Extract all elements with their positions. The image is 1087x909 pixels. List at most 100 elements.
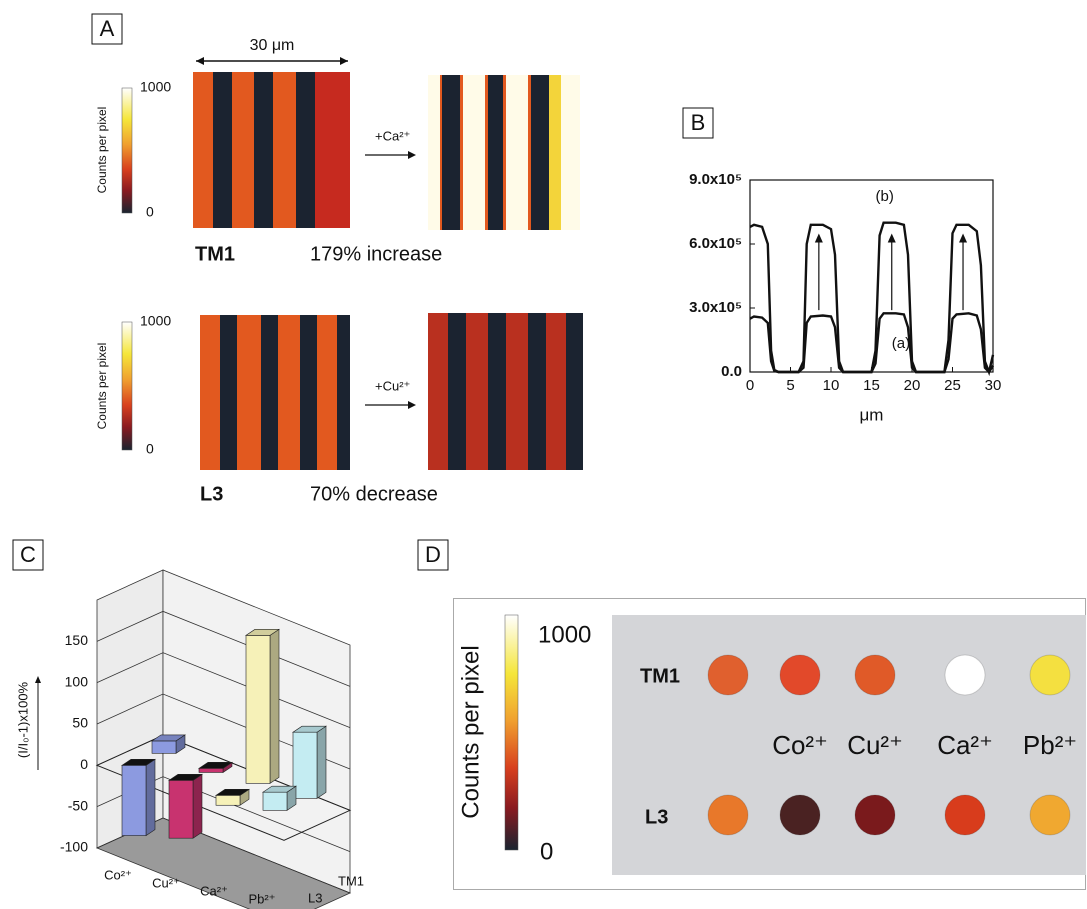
image-stripe bbox=[463, 75, 485, 230]
sample-spot bbox=[780, 795, 820, 835]
image-stripe bbox=[278, 315, 300, 470]
image-stripe bbox=[232, 72, 254, 228]
y-tick-label: -50 bbox=[68, 797, 88, 813]
panel-label: C bbox=[20, 542, 36, 567]
bar bbox=[216, 795, 240, 805]
reaction-label: +Cu²⁺ bbox=[375, 378, 410, 393]
change-arrow-head bbox=[815, 233, 823, 242]
image-stripe bbox=[485, 75, 488, 230]
image-stripe bbox=[273, 72, 296, 228]
bar bbox=[246, 635, 270, 783]
image-stripe bbox=[200, 315, 220, 470]
plot-frame bbox=[750, 180, 993, 372]
page: { "panel_a": { "label": "A", "scale_bar"… bbox=[0, 0, 1087, 909]
panel-label: B bbox=[691, 110, 706, 135]
y-tick-label: 6.0x10⁵ bbox=[689, 235, 742, 252]
panel-label: A bbox=[100, 16, 115, 41]
data-line bbox=[750, 223, 993, 372]
image-stripe bbox=[317, 315, 337, 470]
bar bbox=[293, 732, 317, 798]
bar-side bbox=[270, 629, 279, 783]
y-axis-arrow-head bbox=[35, 676, 41, 683]
image-stripe bbox=[261, 315, 278, 470]
image-stripe bbox=[440, 75, 442, 230]
colorbar-min: 0 bbox=[146, 441, 154, 457]
colorbar-max: 1000 bbox=[140, 79, 171, 95]
bar-side bbox=[193, 774, 202, 838]
colorbar bbox=[122, 88, 132, 213]
y-tick-label: 9.0x10⁵ bbox=[689, 171, 742, 188]
image-stripe bbox=[237, 315, 261, 470]
series-label: (b) bbox=[876, 188, 894, 205]
series-label: (a) bbox=[892, 335, 910, 352]
depth-label: TM1 bbox=[338, 873, 364, 888]
x-tick-label: 30 bbox=[985, 377, 1002, 394]
y-tick-label: -100 bbox=[60, 839, 88, 855]
colorbar-label: Counts per pixel bbox=[95, 343, 109, 430]
image-stripe bbox=[448, 313, 466, 470]
x-tick-label: 0 bbox=[746, 377, 754, 394]
image-stripe bbox=[546, 313, 566, 470]
change-arrow-head bbox=[888, 233, 896, 242]
bar bbox=[152, 741, 176, 753]
image-stripe bbox=[428, 313, 448, 470]
image-stripe bbox=[315, 72, 350, 228]
bar bbox=[169, 780, 193, 838]
image-stripe bbox=[488, 313, 506, 470]
row-label: TM1 bbox=[640, 665, 680, 687]
image-stripe bbox=[428, 75, 440, 230]
image-stripe bbox=[193, 72, 213, 228]
x-tick-label: Co²⁺ bbox=[104, 867, 132, 882]
image-stripe bbox=[296, 72, 315, 228]
image-stripe bbox=[503, 75, 506, 230]
bar bbox=[263, 792, 287, 810]
image-stripe bbox=[506, 313, 528, 470]
image-stripe bbox=[442, 75, 460, 230]
image-stripe bbox=[549, 75, 561, 230]
x-tick-label: Cu²⁺ bbox=[152, 875, 180, 890]
sample-spot bbox=[855, 655, 895, 695]
image-stripe bbox=[337, 315, 350, 470]
change-arrow-head bbox=[959, 233, 967, 242]
compound-label: L3 bbox=[200, 483, 223, 505]
sample-spot bbox=[1030, 655, 1070, 695]
image-stripe bbox=[488, 75, 503, 230]
colorbar-min: 0 bbox=[146, 204, 154, 220]
x-axis-label: μm bbox=[860, 405, 884, 424]
x-tick-label: Ca²⁺ bbox=[200, 883, 228, 898]
data-line bbox=[750, 313, 993, 372]
image-stripe bbox=[528, 75, 531, 230]
colorbar bbox=[122, 322, 132, 450]
colorbar bbox=[505, 615, 518, 850]
image-stripe bbox=[254, 72, 273, 228]
x-tick-label: 20 bbox=[904, 377, 921, 394]
sample-spot bbox=[708, 655, 748, 695]
sample-spot bbox=[708, 795, 748, 835]
sample-spot bbox=[780, 655, 820, 695]
reaction-label: +Ca²⁺ bbox=[375, 128, 410, 143]
colorbar-max: 1000 bbox=[140, 313, 171, 329]
reaction-arrow-head bbox=[408, 151, 416, 159]
colorbar-min: 0 bbox=[540, 838, 553, 865]
colorbar-label: Counts per pixel bbox=[95, 107, 109, 194]
ion-label: Pb²⁺ bbox=[1023, 730, 1077, 760]
change-label: 70% decrease bbox=[310, 483, 438, 505]
colorbar-max: 1000 bbox=[538, 621, 591, 648]
x-tick-label: 5 bbox=[786, 377, 794, 394]
y-axis-label: (I/I₀-1)x100% bbox=[15, 681, 30, 758]
sample-spot bbox=[855, 795, 895, 835]
row-label: L3 bbox=[645, 806, 668, 828]
sample-spot bbox=[1030, 795, 1070, 835]
compound-label: TM1 bbox=[195, 243, 235, 265]
image-stripe bbox=[506, 75, 528, 230]
ion-label: Co²⁺ bbox=[772, 730, 828, 760]
image-stripe bbox=[220, 315, 237, 470]
image-stripe bbox=[561, 75, 580, 230]
image-stripe bbox=[460, 75, 463, 230]
y-tick-label: 0 bbox=[80, 756, 88, 772]
x-tick-label: Pb²⁺ bbox=[248, 891, 275, 906]
image-stripe bbox=[300, 315, 317, 470]
y-tick-label: 0.0 bbox=[721, 363, 742, 380]
bar-side bbox=[317, 726, 326, 798]
bar-side bbox=[146, 759, 155, 835]
